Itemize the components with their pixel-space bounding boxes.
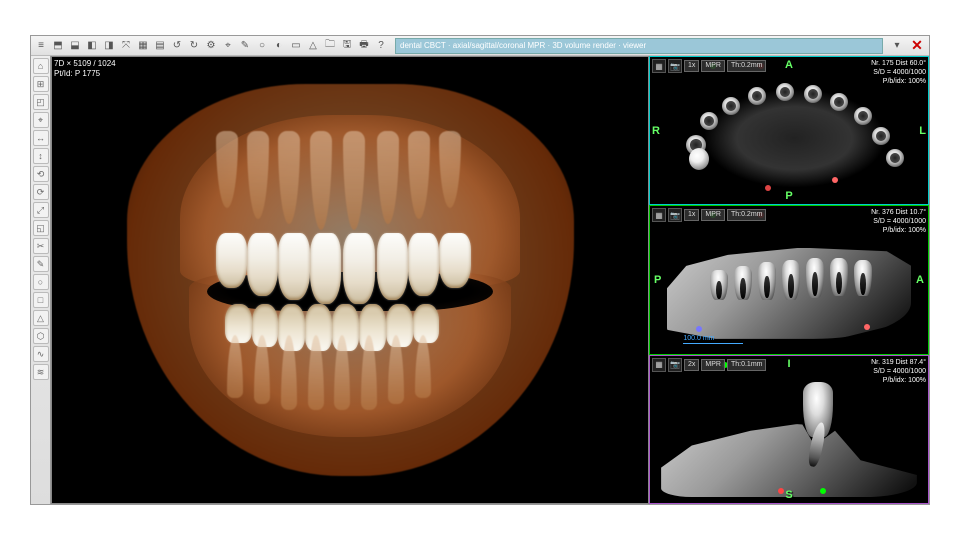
grid-icon[interactable]: ▦	[652, 208, 666, 222]
toolbar-icon-20[interactable]: ?	[373, 38, 389, 54]
mode-badge: MPR	[701, 359, 725, 371]
tool-icon-2[interactable]: ◰	[33, 94, 49, 110]
mode-badge: MPR	[701, 60, 725, 72]
toolbar-icon-19[interactable]: 🖶	[356, 38, 372, 54]
tool-icon-15[interactable]: ⬡	[33, 328, 49, 344]
viewport-3d[interactable]: 7D × 5109 / 1024 Pt/Id: P 1775	[51, 56, 649, 504]
toolbar-icon-13[interactable]: ○	[254, 38, 270, 54]
slice-toolbar: ▦ 📷 1x MPR Th:0.2mm	[652, 208, 766, 222]
tool-icon-14[interactable]: △	[33, 310, 49, 326]
left-toolbar: ⌂ ⊞ ◰ ⌖ ↔ ↕ ⟲ ⟳ ⤢ ◱ ✂ ✎ ○ □ △ ⬡ ∿ ≋	[31, 56, 51, 504]
orient-anterior: A	[785, 59, 793, 71]
zoom-badge[interactable]: 1x	[684, 209, 699, 221]
address-bar[interactable]: dental CBCT · axial/sagittal/coronal MPR…	[395, 38, 883, 54]
slice-toolbar: ▦ 📷 2x MPR Th:0.1mm	[652, 358, 766, 372]
info-line: Nr. 376 Dist 10.7°	[871, 208, 926, 217]
toolbar-icon-18[interactable]: 🖫	[339, 38, 355, 54]
toolbar-icon-10[interactable]: ⚙	[203, 38, 219, 54]
info-line: P/b/idx: 100%	[871, 226, 926, 235]
orient-inferior: I	[787, 358, 790, 370]
scale-label: 100.0 mm	[683, 335, 714, 342]
info-line: S/D = 4000/1000	[871, 68, 926, 77]
zoom-badge[interactable]: 1x	[684, 60, 699, 72]
camera-icon[interactable]: 📷	[668, 358, 682, 372]
slice-info: Nr. 175 Dist 60.0° S/D = 4000/1000 P/b/i…	[871, 59, 926, 86]
slice-column: ▦ 📷 1x MPR Th:0.2mm Nr. 175 Dist 60.0° S…	[649, 56, 929, 504]
tool-icon-4[interactable]: ↔	[33, 130, 49, 146]
tool-icon-13[interactable]: □	[33, 292, 49, 308]
orient-posterior: P	[654, 274, 661, 286]
main-area: ⌂ ⊞ ◰ ⌖ ↔ ↕ ⟲ ⟳ ⤢ ◱ ✂ ✎ ○ □ △ ⬡ ∿ ≋ 7D × 5109 / 1024 Pt/I…	[31, 56, 929, 504]
toolbar-icon-15[interactable]: ▭	[288, 38, 304, 54]
orient-posterior: P	[785, 190, 792, 202]
tool-icon-7[interactable]: ⟳	[33, 184, 49, 200]
camera-icon[interactable]: 📷	[668, 208, 682, 222]
tool-icon-0[interactable]: ⌂	[33, 58, 49, 74]
tool-icon-8[interactable]: ⤢	[33, 202, 49, 218]
toolbar-icon-1[interactable]: ⬒	[50, 38, 66, 54]
toolbar-icon-11[interactable]: ⌖	[220, 38, 236, 54]
toolbar-icon-0[interactable]: ≡	[33, 38, 49, 54]
toolbar-icon-3[interactable]: ◧	[84, 38, 100, 54]
mode-badge: MPR	[701, 209, 725, 221]
orient-left: L	[919, 125, 926, 137]
tool-icon-12[interactable]: ○	[33, 274, 49, 290]
info-line: Nr. 319 Dist 87.4°	[871, 358, 926, 367]
info-line: S/D = 4000/1000	[871, 217, 926, 226]
info-line: Nr. 175 Dist 60.0°	[871, 59, 926, 68]
tool-icon-1[interactable]: ⊞	[33, 76, 49, 92]
marker[interactable]	[832, 177, 838, 183]
toolbar-icon-6[interactable]: ▦	[135, 38, 151, 54]
viewport-sagittal[interactable]: 100.0 mm ▦ 📷 1x MPR Th:0.2mm Nr. 376 Dis…	[649, 205, 929, 354]
toolbar-icon-12[interactable]: ✎	[237, 38, 253, 54]
tool-icon-3[interactable]: ⌖	[33, 112, 49, 128]
viewport-coronal[interactable]: ▦ 📷 2x MPR Th:0.1mm Nr. 319 Dist 87.4° S…	[649, 355, 929, 504]
info-line: S/D = 4000/1000	[871, 367, 926, 376]
toolbar-icon-16[interactable]: △	[305, 38, 321, 54]
info-line: P/b/idx: 100%	[871, 376, 926, 385]
viewport-axial[interactable]: ▦ 📷 1x MPR Th:0.2mm Nr. 175 Dist 60.0° S…	[649, 56, 929, 205]
thickness-badge[interactable]: Th:0.2mm	[727, 209, 767, 221]
tool-icon-6[interactable]: ⟲	[33, 166, 49, 182]
app-frame: ≡⬒⬓◧◨⤧▦▤↺↻⚙⌖✎○◐▭△🗀🖫🖶? dental CBCT · axia…	[30, 35, 930, 505]
toolbar-icon-2[interactable]: ⬓	[67, 38, 83, 54]
grid-icon[interactable]: ▦	[652, 59, 666, 73]
tool-icon-10[interactable]: ✂	[33, 238, 49, 254]
toolbar-icon-8[interactable]: ↺	[169, 38, 185, 54]
toolbar-icon-5[interactable]: ⤧	[118, 38, 134, 54]
tool-icon-5[interactable]: ↕	[33, 148, 49, 164]
orient-anterior: A	[916, 274, 924, 286]
grid-icon[interactable]: ▦	[652, 358, 666, 372]
marker[interactable]	[778, 488, 784, 494]
thickness-badge[interactable]: Th:0.1mm	[727, 359, 767, 371]
orient-right: R	[652, 125, 660, 137]
toolbar-icon-4[interactable]: ◨	[101, 38, 117, 54]
orient-superior: S	[785, 489, 792, 501]
toolbar-icon-9[interactable]: ↻	[186, 38, 202, 54]
slice-info: Nr. 376 Dist 10.7° S/D = 4000/1000 P/b/i…	[871, 208, 926, 235]
camera-icon[interactable]: 📷	[668, 59, 682, 73]
tool-icon-9[interactable]: ◱	[33, 220, 49, 236]
close-button[interactable]: ✕	[907, 38, 927, 54]
scale-ruler	[683, 343, 743, 344]
slice-toolbar: ▦ 📷 1x MPR Th:0.2mm	[652, 59, 766, 73]
tool-icon-11[interactable]: ✎	[33, 256, 49, 272]
toolbar-icon-14[interactable]: ◐	[271, 38, 287, 54]
info-line: P/b/idx: 100%	[871, 77, 926, 86]
volume-render	[52, 57, 648, 503]
slice-info: Nr. 319 Dist 87.4° S/D = 4000/1000 P/b/i…	[871, 358, 926, 385]
tool-icon-17[interactable]: ≋	[33, 364, 49, 380]
top-toolbar: ≡⬒⬓◧◨⤧▦▤↺↻⚙⌖✎○◐▭△🗀🖫🖶? dental CBCT · axia…	[31, 36, 929, 56]
marker[interactable]	[820, 488, 826, 494]
dropdown-icon[interactable]: ▾	[889, 38, 905, 54]
tool-icon-16[interactable]: ∿	[33, 346, 49, 362]
viewports: 7D × 5109 / 1024 Pt/Id: P 1775	[51, 56, 929, 504]
thickness-badge[interactable]: Th:0.2mm	[727, 60, 767, 72]
toolbar-icon-17[interactable]: 🗀	[322, 38, 338, 54]
zoom-badge[interactable]: 2x	[684, 359, 699, 371]
toolbar-icon-7[interactable]: ▤	[152, 38, 168, 54]
marker[interactable]	[765, 185, 771, 191]
